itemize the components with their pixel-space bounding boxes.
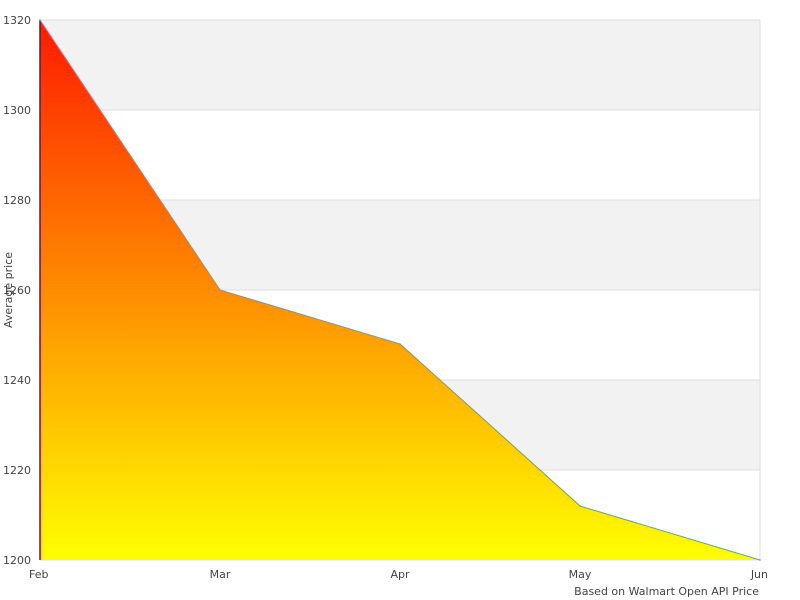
- y-tick-label: 1220: [3, 464, 31, 477]
- y-tick-label: 1300: [3, 104, 31, 117]
- data-point: [39, 19, 41, 21]
- y-tick-label: 1260: [3, 284, 31, 297]
- x-tick-label: Apr: [390, 568, 410, 581]
- data-point: [399, 343, 401, 345]
- y-tick-label: 1240: [3, 374, 31, 387]
- y-axis-tick-labels: 1200 1220 1240 1260 1280 1300 1320: [3, 14, 31, 567]
- x-tick-label: Feb: [29, 568, 48, 581]
- source-note: Based on Walmart Open API Price: [574, 585, 759, 598]
- series-area: [39, 19, 761, 561]
- data-point: [579, 505, 581, 507]
- data-point: [759, 559, 761, 561]
- y-tick-label: 1320: [3, 14, 31, 27]
- y-axis-title: Average price: [2, 252, 15, 328]
- x-tick-label: May: [569, 568, 592, 581]
- y-tick-label: 1280: [3, 194, 31, 207]
- y-tick-label: 1200: [3, 554, 31, 567]
- x-tick-label: Mar: [210, 568, 231, 581]
- x-axis-tick-labels: Feb Mar Apr May Jun: [29, 568, 768, 581]
- data-point: [219, 289, 221, 291]
- x-tick-label: Jun: [750, 568, 768, 581]
- series-area-fill: [40, 20, 760, 560]
- grid-band: [40, 20, 760, 110]
